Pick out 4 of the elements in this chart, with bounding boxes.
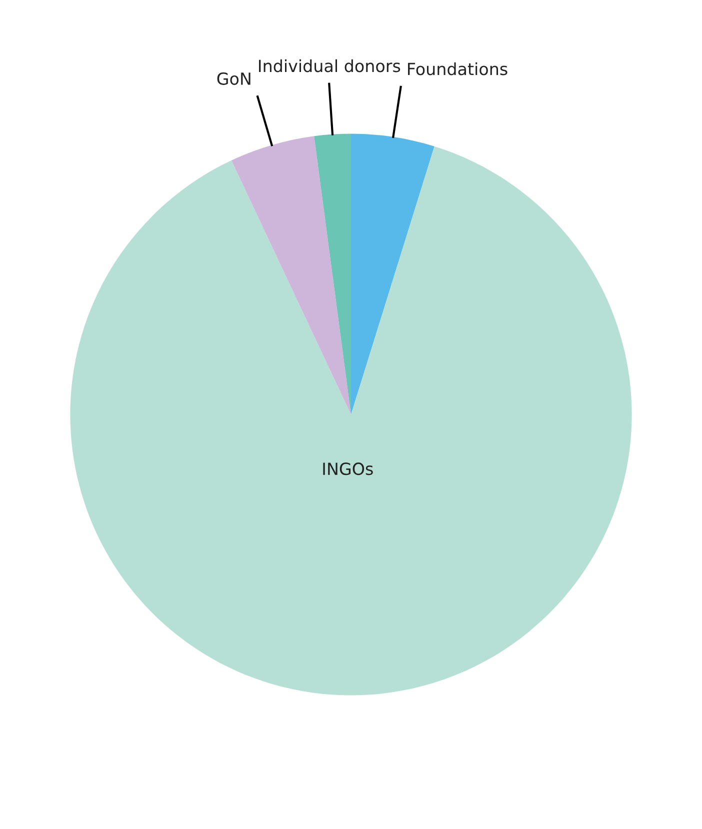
slice-label: GoN: [217, 72, 250, 85]
slice-label: Foundations: [408, 62, 508, 76]
slice-label: Individual donors: [259, 59, 400, 72]
slice-label: INGOs: [323, 462, 373, 476]
